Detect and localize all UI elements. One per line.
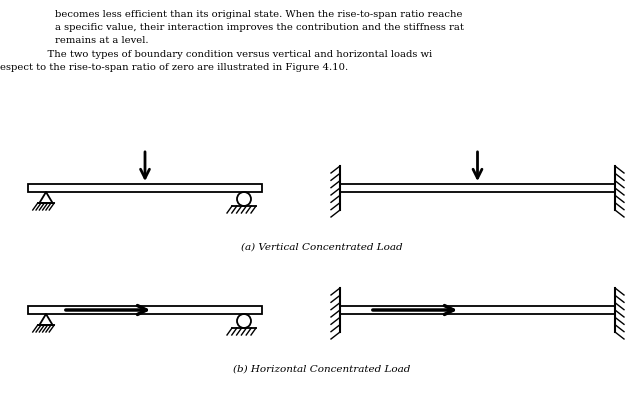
Bar	[28, 184, 262, 192]
Text: (b) Horizontal Concentrated Load: (b) Horizontal Concentrated Load	[233, 365, 410, 374]
Bar	[340, 184, 615, 192]
Text: a specific value, their interaction improves the contribution and the stiffness : a specific value, their interaction impr…	[55, 23, 464, 32]
Text: The two types of boundary condition versus vertical and horizontal loads wi: The two types of boundary condition vers…	[35, 50, 432, 59]
Text: espect to the rise-to-span ratio of zero are illustrated in Figure 4.10.: espect to the rise-to-span ratio of zero…	[0, 63, 348, 72]
Bar	[340, 306, 615, 314]
Text: (a) Vertical Concentrated Load: (a) Vertical Concentrated Load	[240, 243, 403, 252]
Bar	[28, 306, 262, 314]
Text: remains at a level.: remains at a level.	[55, 36, 148, 45]
Text: becomes less efficient than its original state. When the rise-to-span ratio reac: becomes less efficient than its original…	[55, 10, 463, 19]
